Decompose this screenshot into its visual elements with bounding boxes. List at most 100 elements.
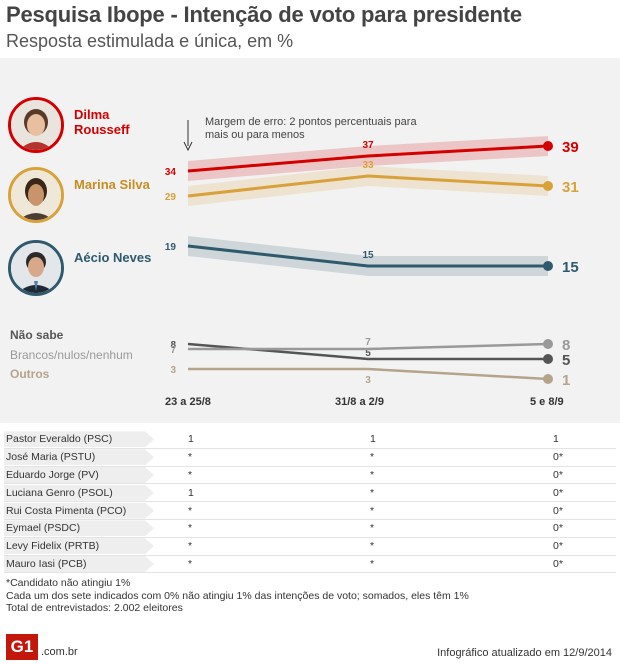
value-cell: *	[368, 537, 550, 556]
table-row: Mauro Iasi (PCB) * * 0*	[4, 555, 616, 574]
value-cell: 0*	[550, 501, 616, 520]
margin-arrow-head	[183, 141, 193, 152]
value-cell: 0*	[550, 448, 616, 467]
series-line-brancos-nulos-nenhum	[188, 342, 549, 351]
value-cell: 0*	[550, 466, 616, 485]
value-cell: *	[164, 448, 368, 467]
value-cell: *	[164, 555, 368, 574]
data-label-a-cio-neves-1: 19	[165, 242, 177, 253]
point-outros-3	[543, 374, 553, 384]
value-cell: 1	[164, 483, 368, 503]
data-label-n-o-sabe-2: 5	[365, 348, 371, 359]
candidate-name-dilma: Dilma Rousseff	[74, 107, 130, 137]
candidate-name-marina: Marina Silva	[74, 177, 150, 192]
data-label-marina-silva-1: 29	[165, 192, 177, 203]
dilma-portrait-icon	[8, 97, 64, 153]
footnotes: *Candidato não atingiu 1% Cada um dos se…	[6, 577, 469, 615]
g1-logo-suffix: .com.br	[41, 646, 78, 658]
candidate-dilma: Dilma Rousseff	[8, 97, 168, 157]
data-label-marina-silva-2: 33	[362, 160, 374, 171]
data-label-brancos-nulos-nenhum-1: 7	[170, 345, 176, 356]
series-line-marina-silva	[187, 174, 549, 198]
candidate-name-cell: Eymael (PSDC)	[4, 520, 154, 537]
data-label-dilma-rousseff-2: 37	[362, 140, 374, 151]
candidate-name-cell: Luciana Genro (PSOL)	[4, 484, 154, 501]
value-cell: *	[368, 448, 550, 467]
chart-background	[0, 58, 620, 423]
candidate-name-cell: José Maria (PSTU)	[4, 449, 154, 466]
error-band-marina-silva	[188, 166, 548, 206]
point-n-o-sabe-3	[543, 354, 553, 364]
value-cell: *	[164, 501, 368, 520]
data-label-brancos-nulos-nenhum-2: 7	[365, 337, 371, 348]
series-line-a-cio-neves	[187, 244, 548, 268]
value-cell: 0*	[550, 555, 616, 574]
table-row: Eduardo Jorge (PV) * * 0*	[4, 466, 616, 485]
value-cell: 0*	[550, 483, 616, 503]
category-label-brancos: Brancos/nulos/nenhum	[10, 348, 133, 362]
value-cell: 1	[164, 431, 368, 449]
table-row: Rui Costa Pimenta (PCO) * * 0*	[4, 501, 616, 520]
candidate-aecio: Aécio Neves	[8, 240, 168, 300]
other-candidates-table: Pastor Everaldo (PSC) 1 1 1 José Maria (PSTU…	[4, 431, 616, 574]
x-tick-label-1: 23 a 25/8	[165, 396, 211, 408]
margin-of-error-note: Margem de erro: 2 pontos percentuais par…	[205, 116, 417, 141]
table-row: José Maria (PSTU) * * 0*	[4, 448, 616, 467]
table-row: Luciana Genro (PSOL) 1 * 0*	[4, 483, 616, 503]
point-dilma-rousseff-3	[543, 141, 553, 151]
candidate-name-cell: Eduardo Jorge (PV)	[4, 466, 154, 483]
point-marina-silva-3	[543, 181, 553, 191]
candidate-name-cell: Pastor Everaldo (PSC)	[4, 431, 154, 448]
candidate-name-cell: Rui Costa Pimenta (PCO)	[4, 502, 154, 519]
data-label-outros-3: 1	[562, 372, 570, 389]
x-tick-label-2: 31/8 a 2/9	[335, 396, 384, 408]
value-cell: *	[164, 466, 368, 485]
value-cell: 1	[550, 431, 616, 449]
aecio-portrait-icon	[8, 240, 64, 296]
g1-logo-mark: G1	[6, 634, 38, 660]
category-label-outros: Outros	[10, 367, 50, 381]
value-cell: 0*	[550, 537, 616, 556]
x-tick-label-3: 5 e 8/9	[530, 396, 564, 408]
update-date: Infográfico atualizado em 12/9/2014	[437, 647, 612, 659]
value-cell: 0*	[550, 519, 616, 538]
chart-subtitle: Resposta estimulada e única, em %	[6, 31, 294, 51]
footnote-1: *Candidato não atingiu 1%	[6, 577, 131, 589]
point-a-cio-neves-3	[543, 261, 553, 271]
data-label-outros-2: 3	[365, 375, 371, 386]
marina-portrait-icon	[8, 167, 64, 223]
data-label-n-o-sabe-1: 8	[170, 340, 176, 351]
table-row: Pastor Everaldo (PSC) 1 1 1	[4, 431, 616, 449]
data-label-brancos-nulos-nenhum-3: 8	[562, 337, 570, 354]
data-label-outros-1: 3	[170, 365, 176, 376]
value-cell: *	[368, 555, 550, 574]
value-cell: *	[368, 501, 550, 520]
candidate-marina: Marina Silva	[8, 167, 168, 227]
point-brancos-nulos-nenhum-3	[543, 339, 553, 349]
series-line-dilma-rousseff	[187, 144, 549, 173]
chart-title: Pesquisa Ibope - Intenção de voto para p…	[6, 2, 522, 27]
category-label-nao-sabe: Não sabe	[10, 328, 64, 342]
data-label-dilma-rousseff-1: 34	[165, 167, 177, 178]
error-band-dilma-rousseff	[188, 136, 548, 181]
table-row: Levy Fidelix (PRTB) * * 0*	[4, 537, 616, 556]
table-row: Eymael (PSDC) * * 0*	[4, 519, 616, 538]
value-cell: *	[164, 519, 368, 538]
value-cell: *	[368, 483, 550, 503]
value-cell: *	[368, 519, 550, 538]
footnote-2: Cada um dos sete indicados com 0% não at…	[6, 589, 469, 602]
value-cell: *	[368, 466, 550, 485]
value-cell: 1	[368, 431, 550, 449]
candidate-name-cell: Levy Fidelix (PRTB)	[4, 538, 154, 555]
candidate-name-aecio: Aécio Neves	[74, 250, 152, 265]
data-label-n-o-sabe-3: 5	[562, 352, 570, 369]
data-label-dilma-rousseff-3: 39	[562, 139, 579, 156]
data-label-a-cio-neves-2: 15	[362, 250, 374, 261]
data-label-a-cio-neves-3: 15	[562, 259, 579, 276]
data-label-marina-silva-3: 31	[562, 179, 579, 196]
value-cell: *	[164, 537, 368, 556]
series-line-outros	[188, 367, 549, 381]
footnote-3: Total de entrevistados: 2.002 eleitores	[6, 602, 183, 614]
candidate-name-cell: Mauro Iasi (PCB)	[4, 555, 154, 572]
